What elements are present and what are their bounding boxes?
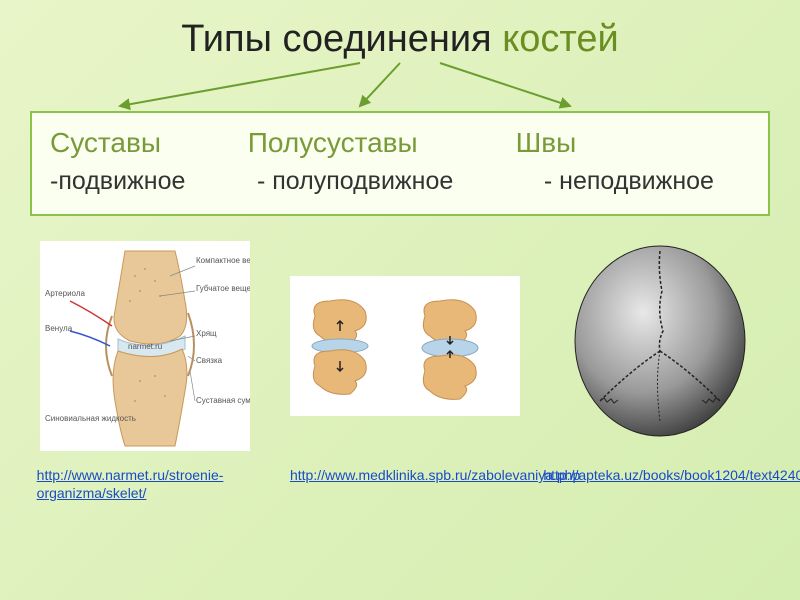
mobility-mobile: -подвижное: [50, 167, 250, 196]
label-compact: Компактное вещество: [196, 256, 250, 265]
image-joint: Артериола Венула Синовиальная жидкость К…: [40, 241, 250, 451]
label-cartilage: Хрящ: [196, 329, 217, 338]
type-halfjoints: Полусуставы: [248, 127, 508, 159]
link-narmet[interactable]: http://www.narmet.ru/stroenie-organizma/…: [37, 466, 257, 502]
mobility-semi: - полуподвижное: [257, 167, 537, 196]
link-apteka[interactable]: http://apteka.uz/books/book1204/text4240…: [543, 466, 763, 502]
label-capsule: Суставная сумка: [196, 396, 250, 405]
arrows-container: [0, 61, 800, 111]
title-text-plain: Типы соединения: [181, 18, 502, 60]
types-row-mobility: -подвижное - полуподвижное - неподвижное: [50, 167, 750, 196]
label-synovial: Синовиальная жидкость: [45, 414, 136, 423]
label-spongy: Губчатое вещество: [196, 284, 250, 293]
type-joints: Суставы: [50, 127, 240, 159]
label-ligament: Связка: [196, 356, 223, 365]
image-vertebrae: [290, 276, 520, 416]
image-skull: [560, 241, 760, 451]
slide-title: Типы соединения костей: [0, 0, 800, 61]
links-row: http://www.narmet.ru/stroenie-organizma/…: [0, 466, 800, 502]
types-box: Суставы Полусуставы Швы -подвижное - пол…: [30, 111, 770, 216]
title-text-accent: костей: [502, 18, 619, 60]
label-venule: Венула: [45, 324, 73, 333]
label-arteriole: Артериола: [45, 289, 85, 298]
watermark: narmet.ru: [128, 342, 162, 351]
link-medklinika[interactable]: http://www.medklinika.spb.ru/zabolevaniy…: [290, 466, 510, 502]
mobility-immobile: - неподвижное: [544, 167, 724, 196]
arrows-svg: [0, 61, 800, 111]
type-sutures: Швы: [516, 127, 636, 159]
images-row: Артериола Венула Синовиальная жидкость К…: [0, 241, 800, 451]
types-row-names: Суставы Полусуставы Швы: [50, 127, 750, 159]
